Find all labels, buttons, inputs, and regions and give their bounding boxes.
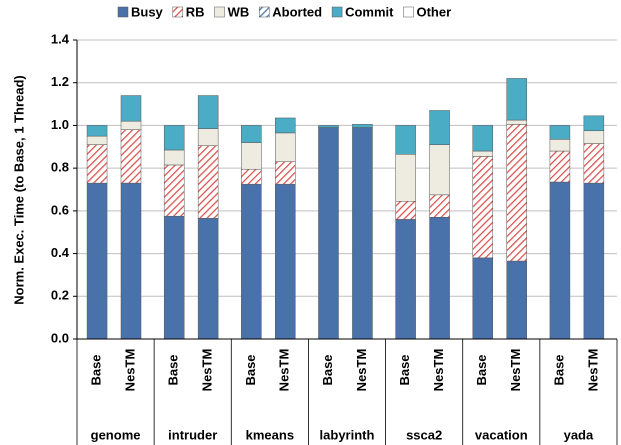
x-tick-label: NesTM (585, 349, 600, 392)
x-tick-label: Base (243, 354, 258, 385)
bar-segment (583, 182, 605, 340)
bar-segment (120, 129, 142, 184)
bar-segment (163, 164, 185, 217)
x-tick-label: Base (88, 354, 103, 385)
bar-segment (86, 125, 108, 137)
bar-segment (241, 183, 262, 340)
bar-segment (197, 95, 219, 129)
y-tick-label: 0.0 (51, 330, 69, 345)
bar-segment (395, 200, 416, 220)
bar-segment (549, 181, 571, 340)
legend-label: Busy (131, 4, 164, 19)
bar-segment (472, 257, 494, 340)
bar-segment (275, 132, 296, 162)
x-tick-label: Base (551, 354, 566, 385)
bar-segment (429, 217, 450, 340)
bar-segment (86, 182, 108, 340)
bar-segment (472, 156, 494, 259)
x-tick-label: NesTM (122, 349, 137, 392)
group-label: yada (564, 427, 594, 442)
bar-segment (197, 218, 219, 340)
legend-swatch (214, 6, 225, 18)
group-label: labyrinth (320, 427, 375, 442)
bar-segment (506, 124, 527, 262)
legend-label: Other (416, 4, 451, 19)
bar-segment (395, 154, 416, 202)
x-tick-label: NesTM (200, 349, 215, 392)
y-tick-label: 1.2 (51, 74, 69, 89)
bar-segment (275, 161, 296, 185)
bar-segment (549, 125, 571, 140)
x-tick-label: Base (397, 354, 412, 385)
group-label: vacation (475, 427, 528, 442)
bar-segment (549, 150, 571, 183)
bar-segment (549, 139, 571, 152)
bar-segment (86, 135, 108, 145)
y-tick-label: 0.4 (51, 245, 70, 260)
legend-swatch (259, 6, 270, 18)
legend-label: Aborted (272, 4, 322, 19)
y-tick-label: 1.0 (51, 117, 69, 132)
legend-swatch (403, 6, 414, 18)
bar-segment (583, 115, 605, 132)
legend-label: WB (228, 4, 250, 19)
bar-segment (395, 125, 416, 155)
y-tick-label: 1.4 (51, 31, 70, 46)
x-tick-label: Base (166, 354, 181, 385)
group-label: kmeans (246, 427, 294, 442)
bar-segment (583, 143, 605, 184)
bar-segment (318, 127, 339, 340)
bar-segment (429, 144, 450, 196)
legend-label: Commit (345, 4, 394, 19)
bar-segment (472, 125, 494, 152)
bar-segment (163, 125, 185, 151)
bar-segment (241, 168, 262, 185)
y-tick-label: 0.8 (51, 160, 69, 175)
bar-segment (318, 125, 339, 128)
bar-segment (163, 215, 185, 340)
bar-segment (429, 194, 450, 218)
bar-segment (429, 110, 450, 145)
bar-segment (472, 150, 494, 157)
bar-segment (120, 120, 142, 130)
x-tick-label: NesTM (508, 349, 523, 392)
bar-segment (197, 128, 219, 146)
bar-segment (506, 260, 527, 340)
bar-segment (352, 127, 373, 340)
x-tick-label: NesTM (277, 349, 292, 392)
x-tick-label: Base (474, 354, 489, 385)
bar-segment (506, 78, 527, 121)
group-label: ssca2 (406, 427, 442, 442)
bar-segment (275, 117, 296, 134)
legend-swatch (331, 6, 343, 18)
group-label: intruder (168, 427, 217, 442)
y-tick-label: 0.2 (51, 288, 69, 303)
bar-segment (241, 142, 262, 170)
bar-segment (352, 124, 373, 128)
bar-segment (506, 119, 527, 125)
bar-segment (275, 183, 296, 340)
y-tick-label: 0.6 (51, 202, 69, 217)
bar-segment (583, 130, 605, 144)
bar-segment (197, 145, 219, 219)
bar-segment (120, 182, 142, 340)
x-tick-label: Base (320, 354, 335, 385)
bar-segment (395, 219, 416, 340)
legend-label: RB (186, 4, 205, 19)
legend-swatch (172, 6, 184, 18)
legend-swatch (117, 6, 129, 18)
group-label: genome (91, 427, 141, 442)
bar-segment (163, 149, 185, 166)
x-tick-label: NesTM (354, 349, 369, 392)
bar-segment (86, 144, 108, 184)
bar-segment (120, 95, 142, 122)
x-tick-label: NesTM (431, 349, 446, 392)
y-axis-label: Norm. Exec. Time (to Base, 1 Thread) (11, 75, 26, 305)
bar-segment (241, 125, 262, 143)
